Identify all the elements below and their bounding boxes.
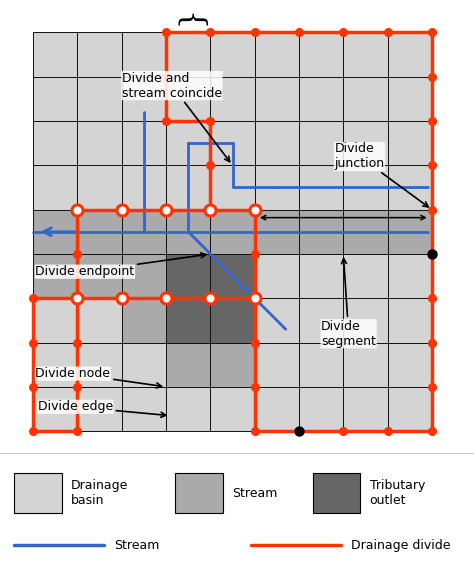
Bar <box>255 343 299 387</box>
Bar <box>299 33 343 77</box>
Bar <box>122 77 166 121</box>
Bar <box>299 77 343 121</box>
Text: Drainage divide: Drainage divide <box>351 539 450 552</box>
Bar <box>299 343 343 387</box>
Bar <box>210 166 255 210</box>
Bar <box>210 33 255 77</box>
Bar <box>255 210 299 254</box>
Bar <box>255 121 299 166</box>
Bar <box>77 210 122 254</box>
Bar <box>77 343 122 387</box>
Bar <box>33 121 77 166</box>
Bar <box>166 254 210 298</box>
Bar <box>299 387 343 431</box>
Bar <box>343 77 388 121</box>
Bar <box>33 254 77 298</box>
Bar <box>388 343 432 387</box>
Bar <box>33 343 77 387</box>
Bar <box>210 387 255 431</box>
Text: Divide edge: Divide edge <box>37 401 166 417</box>
Bar <box>77 33 122 77</box>
Text: Tributary
outlet: Tributary outlet <box>370 479 425 507</box>
Bar <box>255 298 299 343</box>
Bar <box>313 473 360 513</box>
Bar <box>166 387 210 431</box>
Text: Divide
segment: Divide segment <box>321 259 376 347</box>
Bar <box>388 210 432 254</box>
Bar <box>299 121 343 166</box>
Bar <box>33 77 77 121</box>
Bar <box>210 210 255 254</box>
Bar <box>343 121 388 166</box>
Bar <box>343 210 388 254</box>
Bar <box>77 387 122 431</box>
Bar <box>166 166 210 210</box>
Text: {: { <box>173 12 204 31</box>
Bar <box>166 121 210 166</box>
Bar <box>166 210 210 254</box>
Bar <box>343 298 388 343</box>
Bar <box>122 33 166 77</box>
Bar <box>77 254 122 298</box>
Bar <box>299 254 343 298</box>
Bar <box>33 387 77 431</box>
Bar <box>77 166 122 210</box>
Bar <box>210 298 255 343</box>
Bar <box>388 33 432 77</box>
Bar <box>210 77 255 121</box>
Bar <box>122 343 166 387</box>
Bar <box>255 387 299 431</box>
Bar <box>166 343 210 387</box>
Bar <box>388 166 432 210</box>
Bar <box>77 121 122 166</box>
Bar <box>343 33 388 77</box>
Text: Stream: Stream <box>114 539 159 552</box>
Bar <box>33 298 77 343</box>
Bar <box>255 254 299 298</box>
Bar <box>299 166 343 210</box>
Text: Divide and
stream coincide: Divide and stream coincide <box>122 72 230 161</box>
Bar <box>33 210 77 254</box>
Bar <box>388 77 432 121</box>
Text: Divide
junction: Divide junction <box>335 142 428 207</box>
Bar <box>122 210 166 254</box>
Bar <box>77 298 122 343</box>
Bar <box>388 121 432 166</box>
Bar <box>388 298 432 343</box>
Text: Divide endpoint: Divide endpoint <box>36 253 206 278</box>
Bar <box>33 166 77 210</box>
Bar <box>255 77 299 121</box>
Bar <box>255 33 299 77</box>
Bar <box>299 298 343 343</box>
Bar <box>166 33 210 77</box>
Bar <box>166 77 210 121</box>
Bar <box>77 77 122 121</box>
Bar <box>255 166 299 210</box>
Text: Stream: Stream <box>232 487 278 500</box>
Bar <box>122 166 166 210</box>
Bar <box>388 254 432 298</box>
Bar <box>210 121 255 166</box>
Text: Divide node: Divide node <box>36 367 162 388</box>
Bar <box>343 254 388 298</box>
Bar <box>210 343 255 387</box>
Bar <box>122 121 166 166</box>
Bar <box>210 254 255 298</box>
Bar <box>343 166 388 210</box>
Bar <box>175 473 223 513</box>
Bar <box>166 298 210 343</box>
Bar <box>122 298 166 343</box>
Bar <box>343 387 388 431</box>
Bar <box>122 254 166 298</box>
Bar <box>122 387 166 431</box>
Bar <box>343 343 388 387</box>
Bar <box>33 33 77 77</box>
Bar <box>14 473 62 513</box>
Bar <box>388 387 432 431</box>
Text: Drainage
basin: Drainage basin <box>71 479 128 507</box>
Bar <box>299 210 343 254</box>
